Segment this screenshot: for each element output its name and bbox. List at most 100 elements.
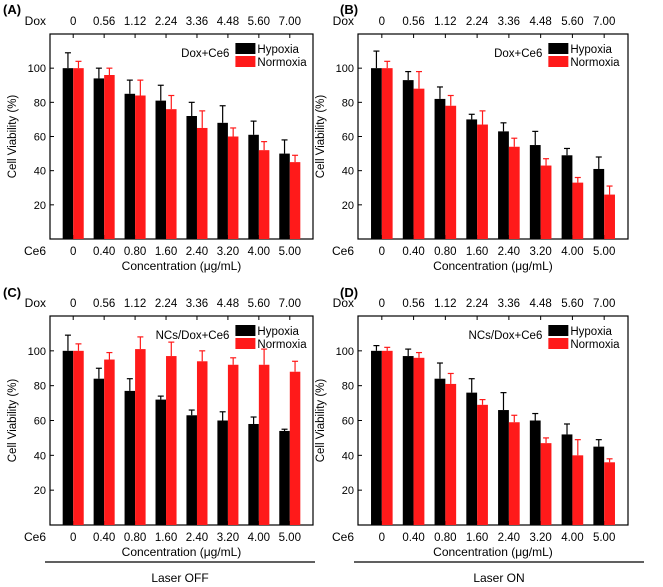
x-axis-label: Concentration (μg/mL) bbox=[122, 259, 242, 273]
y-tick-label: 100 bbox=[336, 63, 354, 75]
hypoxia-bar bbox=[62, 350, 74, 525]
panel-d: (D)Dox Ce6 20 40 60 80 100 Cell Viability (%) 0 0… bbox=[315, 285, 629, 559]
hypoxia-bar bbox=[529, 145, 541, 239]
panel-b: (B)Dox Ce6 20 40 60 80 100 Cell Viability (%) 0 0… bbox=[315, 2, 629, 273]
normoxia-bar bbox=[381, 350, 393, 525]
legend-label-normoxia: Normoxia bbox=[257, 57, 307, 69]
hypoxia-bar bbox=[498, 410, 509, 525]
annotation-label: NCs/Dox+Ce6 bbox=[156, 330, 230, 342]
y-tick-label: 20 bbox=[342, 200, 354, 212]
legend-label-normoxia: Normoxia bbox=[570, 339, 620, 351]
hypoxia-bar bbox=[248, 423, 259, 525]
normoxia-bar bbox=[289, 371, 301, 525]
x-tick-label: 5.00 bbox=[279, 246, 301, 258]
panel-label: (C) bbox=[3, 285, 21, 300]
hypoxia-bar bbox=[279, 153, 290, 239]
x-top-tick-label: 0 bbox=[379, 298, 385, 310]
x-axis-label: Concentration (μg/mL) bbox=[433, 545, 553, 559]
y-tick-label: 60 bbox=[342, 416, 354, 428]
x-top-tick-label: 5.60 bbox=[248, 298, 270, 310]
normoxia-bar bbox=[413, 88, 425, 240]
normoxia-bar bbox=[196, 127, 208, 239]
normoxia-bar bbox=[104, 359, 115, 525]
normoxia-bar bbox=[227, 136, 239, 239]
panel-label: (A) bbox=[3, 2, 21, 17]
top-axis-name: Dox bbox=[25, 14, 46, 28]
top-axis-name: Dox bbox=[25, 296, 46, 310]
normoxia-bar bbox=[104, 75, 115, 239]
x-tick-label: 2.40 bbox=[186, 246, 208, 258]
hypoxia-bar bbox=[466, 392, 478, 525]
x-tick-label: 5.00 bbox=[593, 246, 615, 258]
hypoxia-bar bbox=[593, 168, 605, 239]
x-tick-label: 4.00 bbox=[248, 246, 270, 258]
hypoxia-bar bbox=[124, 390, 136, 525]
hypoxia-bar bbox=[279, 430, 290, 525]
legend-swatch-hypoxia bbox=[548, 325, 569, 336]
x-tick-label: 0.40 bbox=[402, 532, 424, 544]
normoxia-bar bbox=[477, 124, 488, 239]
hypoxia-bar bbox=[217, 420, 228, 525]
legend-swatch-hypoxia bbox=[235, 43, 256, 54]
hypoxia-bar bbox=[93, 78, 105, 240]
normoxia-bar bbox=[604, 462, 615, 525]
y-tick-label: 100 bbox=[336, 346, 354, 358]
normoxia-bar bbox=[196, 361, 208, 525]
x-tick-label: 0.80 bbox=[124, 246, 146, 258]
hypoxia-bar bbox=[561, 434, 573, 525]
annotation-label: Dox+Ce6 bbox=[494, 48, 542, 60]
normoxia-bar bbox=[381, 68, 393, 240]
x-tick-label: 4.00 bbox=[561, 246, 583, 258]
x-top-tick-label: 1.12 bbox=[124, 298, 146, 310]
panel-label: (D) bbox=[340, 285, 358, 300]
normoxia-bar bbox=[445, 105, 457, 239]
hypoxia-bar bbox=[434, 98, 446, 240]
y-tick-label: 80 bbox=[34, 381, 46, 393]
y-tick-label: 40 bbox=[342, 450, 354, 462]
hypoxia-bar bbox=[466, 119, 478, 239]
x-top-tick-label: 1.12 bbox=[434, 298, 456, 310]
y-tick-label: 20 bbox=[34, 200, 46, 212]
y-axis-label: Cell Viability (%) bbox=[315, 379, 327, 463]
x-tick-label: 3.20 bbox=[529, 246, 551, 258]
normoxia-bar bbox=[258, 150, 270, 239]
legend-swatch-normoxia bbox=[548, 56, 569, 67]
x-tick-label: 0.80 bbox=[434, 246, 456, 258]
hypoxia-bar bbox=[371, 68, 382, 240]
y-tick-label: 20 bbox=[34, 485, 46, 497]
bottom-axis-name: Ce6 bbox=[24, 530, 46, 544]
normoxia-bar bbox=[572, 455, 584, 525]
x-tick-label: 5.00 bbox=[279, 532, 301, 544]
hypoxia-bar bbox=[371, 350, 382, 525]
legend-label-hypoxia: Hypoxia bbox=[570, 326, 612, 338]
legend-label-normoxia: Normoxia bbox=[570, 57, 620, 69]
hypoxia-bar bbox=[593, 446, 605, 525]
hypoxia-bar bbox=[93, 378, 105, 525]
y-tick-label: 40 bbox=[34, 450, 46, 462]
y-axis-label: Cell Viability (%) bbox=[7, 95, 19, 179]
x-top-tick-label: 0.56 bbox=[93, 298, 115, 310]
normoxia-bar bbox=[508, 422, 520, 525]
panel-label: (B) bbox=[340, 2, 358, 17]
hypoxia-bar bbox=[62, 68, 74, 240]
x-tick-label: 1.60 bbox=[466, 246, 488, 258]
hypoxia-bar bbox=[248, 134, 259, 239]
panel-c: (C) Dox Ce6 20 40 60 80 100 Cell Viability (%) 0 0… bbox=[3, 285, 314, 559]
hypoxia-bar bbox=[186, 415, 197, 525]
x-tick-label: 5.00 bbox=[593, 532, 615, 544]
normoxia-bar bbox=[73, 68, 84, 240]
x-top-tick-label: 3.36 bbox=[186, 298, 208, 310]
hypoxia-bar bbox=[561, 155, 573, 239]
hypoxia-bar bbox=[402, 356, 414, 525]
x-tick-label: 0 bbox=[70, 246, 76, 258]
y-axis-label: Cell Viability (%) bbox=[315, 95, 327, 179]
hypoxia-bar bbox=[529, 420, 541, 525]
normoxia-bar bbox=[445, 383, 457, 525]
hypoxia-bar bbox=[155, 100, 167, 239]
normoxia-bar bbox=[572, 182, 584, 239]
bottom-axis-name: Ce6 bbox=[332, 530, 354, 544]
y-tick-label: 100 bbox=[28, 63, 46, 75]
x-tick-label: 3.20 bbox=[217, 532, 239, 544]
x-top-tick-label: 2.24 bbox=[466, 16, 489, 28]
